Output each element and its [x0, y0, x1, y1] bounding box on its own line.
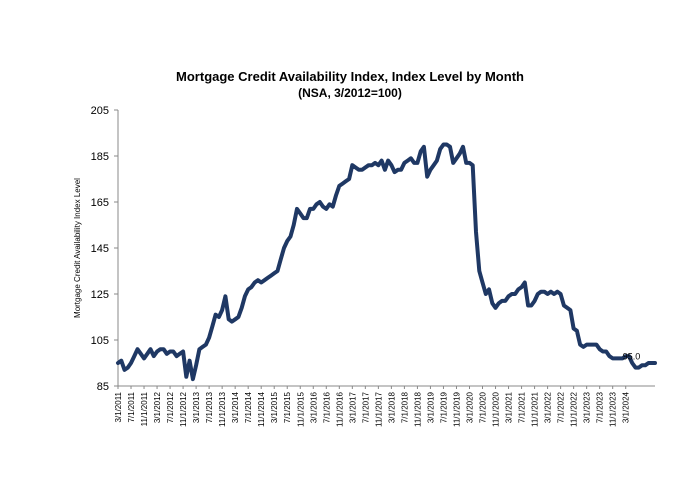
x-tick-label: 11/1/2022 — [570, 391, 579, 427]
x-tick-label: 11/1/2018 — [413, 391, 422, 427]
x-tick-label: 3/1/2019 — [426, 391, 435, 423]
x-tick-label: 7/1/2023 — [596, 391, 605, 423]
x-tick-label: 7/1/2021 — [518, 391, 527, 423]
x-tick-label: 7/1/2022 — [557, 391, 566, 423]
x-tick-label: 3/1/2023 — [583, 391, 592, 423]
y-tick-label: 205 — [91, 105, 109, 117]
data-label-latest: 95.0 — [623, 352, 641, 362]
x-tick-label: 11/1/2014 — [257, 391, 266, 427]
x-tick-label: 7/1/2016 — [322, 391, 331, 423]
series-line-mcai — [116, 142, 657, 382]
x-tick-label: 3/1/2024 — [622, 391, 631, 423]
x-tick-label: 3/1/2015 — [270, 391, 279, 423]
y-tick-label: 145 — [91, 243, 109, 255]
x-tick-label: 3/1/2013 — [192, 391, 201, 423]
x-tick-label: 11/1/2021 — [531, 391, 540, 427]
x-tick-label: 11/1/2017 — [374, 391, 383, 427]
chart-subtitle: (NSA, 3/2012=100) — [298, 86, 402, 100]
y-tick-label: 185 — [91, 151, 109, 163]
x-tick-label: 11/1/2019 — [452, 391, 461, 427]
x-tick-label: 3/1/2020 — [465, 391, 474, 423]
x-tick-label: 11/1/2023 — [609, 391, 618, 427]
chart-title: Mortgage Credit Availability Index, Inde… — [176, 69, 524, 84]
x-tick-label: 7/1/2017 — [361, 391, 370, 423]
y-tick-label: 85 — [97, 381, 109, 393]
y-tick-label: 165 — [91, 197, 109, 209]
x-tick-label: 11/1/2016 — [335, 391, 344, 427]
x-tick-label: 3/1/2021 — [505, 391, 514, 423]
x-tick-label: 3/1/2012 — [153, 391, 162, 423]
x-tick-label: 3/1/2014 — [231, 391, 240, 423]
y-axis-label: Mortgage Credit Availability Index Level — [73, 178, 82, 318]
x-tick-label: 3/1/2011 — [114, 391, 123, 422]
x-tick-label: 7/1/2019 — [439, 391, 448, 423]
x-tick-label: 11/1/2015 — [296, 391, 305, 427]
x-axis-ticks: 3/1/2011 7/1/2011 11/1/2011 3/1/2012 7/1/201… — [114, 386, 631, 427]
x-tick-label: 3/1/2018 — [387, 391, 396, 423]
x-tick-label: 11/1/2013 — [218, 391, 227, 427]
x-tick-label: 7/1/2013 — [205, 391, 214, 423]
y-axis-ticks: 85 105 125 145 165 185 205 — [91, 105, 118, 393]
x-tick-label: 7/1/2014 — [244, 391, 253, 423]
x-tick-label: 3/1/2017 — [348, 391, 357, 423]
x-tick-label: 7/1/2015 — [283, 391, 292, 423]
x-tick-label: 11/1/2020 — [492, 391, 501, 427]
x-tick-label: 11/1/2012 — [179, 391, 188, 427]
x-tick-label: 7/1/2011 — [127, 391, 136, 422]
x-tick-label: 11/1/2011 — [140, 391, 149, 426]
x-tick-label: 3/1/2022 — [544, 391, 553, 423]
x-tick-label: 3/1/2016 — [309, 391, 318, 423]
x-tick-label: 7/1/2018 — [400, 391, 409, 423]
x-tick-label: 7/1/2020 — [479, 391, 488, 423]
x-tick-label: 7/1/2012 — [166, 391, 175, 423]
y-tick-label: 105 — [91, 335, 109, 347]
y-tick-label: 125 — [91, 289, 109, 301]
